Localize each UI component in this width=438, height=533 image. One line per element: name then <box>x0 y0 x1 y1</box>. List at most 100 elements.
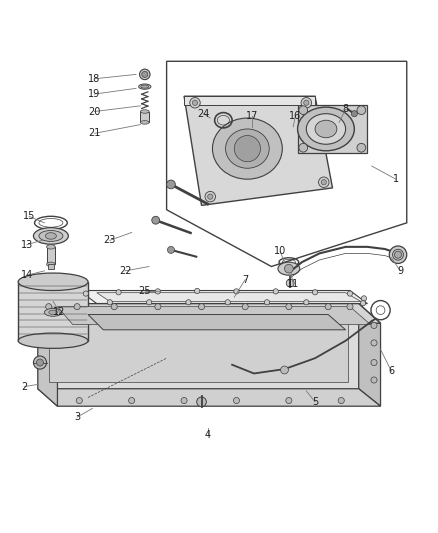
Circle shape <box>167 246 174 253</box>
Polygon shape <box>38 304 381 323</box>
Ellipse shape <box>33 228 68 244</box>
Circle shape <box>321 180 326 185</box>
Text: 22: 22 <box>119 266 131 276</box>
Text: 13: 13 <box>21 240 33 249</box>
Text: 16: 16 <box>289 111 301 121</box>
Circle shape <box>107 300 113 305</box>
Text: 1: 1 <box>393 174 399 184</box>
Text: 18: 18 <box>88 74 101 84</box>
Polygon shape <box>97 293 361 302</box>
Circle shape <box>190 98 200 108</box>
Ellipse shape <box>46 262 55 266</box>
Text: 10: 10 <box>274 246 286 256</box>
Ellipse shape <box>44 309 62 316</box>
Ellipse shape <box>49 310 57 314</box>
Circle shape <box>286 398 292 403</box>
Circle shape <box>83 291 88 296</box>
Circle shape <box>360 301 366 306</box>
Circle shape <box>371 359 377 366</box>
Ellipse shape <box>139 84 151 89</box>
Circle shape <box>208 194 213 199</box>
Circle shape <box>325 304 331 310</box>
Polygon shape <box>18 282 88 341</box>
Polygon shape <box>79 290 367 304</box>
Ellipse shape <box>46 233 57 239</box>
Polygon shape <box>359 304 381 406</box>
Circle shape <box>129 398 135 403</box>
Circle shape <box>140 69 150 79</box>
Text: 25: 25 <box>138 286 151 295</box>
Polygon shape <box>38 304 359 389</box>
Circle shape <box>371 322 377 328</box>
Circle shape <box>198 304 205 310</box>
Ellipse shape <box>141 120 149 124</box>
Circle shape <box>357 143 366 152</box>
Text: 14: 14 <box>21 270 33 280</box>
Circle shape <box>371 377 377 383</box>
Text: 24: 24 <box>198 109 210 119</box>
Text: 17: 17 <box>246 111 258 121</box>
Ellipse shape <box>39 230 63 241</box>
Ellipse shape <box>226 129 269 168</box>
Polygon shape <box>46 247 55 264</box>
Circle shape <box>181 398 187 403</box>
Circle shape <box>286 279 294 287</box>
Circle shape <box>111 304 117 310</box>
Circle shape <box>142 71 148 77</box>
Circle shape <box>351 111 357 117</box>
Circle shape <box>312 289 318 295</box>
Circle shape <box>338 398 344 403</box>
Text: 4: 4 <box>205 430 211 440</box>
Circle shape <box>46 304 52 310</box>
Polygon shape <box>48 264 54 269</box>
Circle shape <box>371 340 377 346</box>
Polygon shape <box>57 306 371 325</box>
Polygon shape <box>49 310 348 382</box>
Circle shape <box>242 304 248 310</box>
Polygon shape <box>184 96 332 205</box>
Circle shape <box>205 191 215 202</box>
Text: 3: 3 <box>74 412 80 422</box>
Text: 9: 9 <box>397 266 403 276</box>
Ellipse shape <box>212 118 283 179</box>
Circle shape <box>304 100 309 106</box>
Circle shape <box>147 300 152 305</box>
Text: 21: 21 <box>88 128 101 139</box>
Text: 23: 23 <box>104 235 116 245</box>
Circle shape <box>286 304 292 310</box>
Circle shape <box>116 289 121 295</box>
Ellipse shape <box>46 245 55 249</box>
Text: 7: 7 <box>242 274 248 285</box>
Circle shape <box>285 264 293 273</box>
Ellipse shape <box>315 120 337 138</box>
Polygon shape <box>297 105 367 153</box>
Circle shape <box>76 398 82 403</box>
Polygon shape <box>38 304 57 406</box>
Circle shape <box>192 100 198 106</box>
Circle shape <box>197 397 206 407</box>
Circle shape <box>74 304 80 310</box>
Text: 2: 2 <box>21 382 28 392</box>
Ellipse shape <box>392 249 403 260</box>
Circle shape <box>155 289 160 294</box>
Circle shape <box>299 143 307 152</box>
Circle shape <box>318 177 329 188</box>
Ellipse shape <box>389 246 407 263</box>
Text: 5: 5 <box>312 397 318 407</box>
Text: 11: 11 <box>287 279 299 289</box>
Ellipse shape <box>278 262 300 275</box>
Circle shape <box>347 291 353 296</box>
Circle shape <box>225 300 230 305</box>
Circle shape <box>152 216 159 224</box>
Circle shape <box>265 300 270 305</box>
Circle shape <box>281 366 288 374</box>
Circle shape <box>301 98 311 108</box>
Circle shape <box>33 356 46 369</box>
Polygon shape <box>166 61 407 266</box>
Circle shape <box>395 251 402 258</box>
Polygon shape <box>184 96 315 105</box>
Ellipse shape <box>18 273 88 290</box>
Ellipse shape <box>297 107 354 151</box>
Circle shape <box>361 296 367 301</box>
Circle shape <box>273 289 279 294</box>
